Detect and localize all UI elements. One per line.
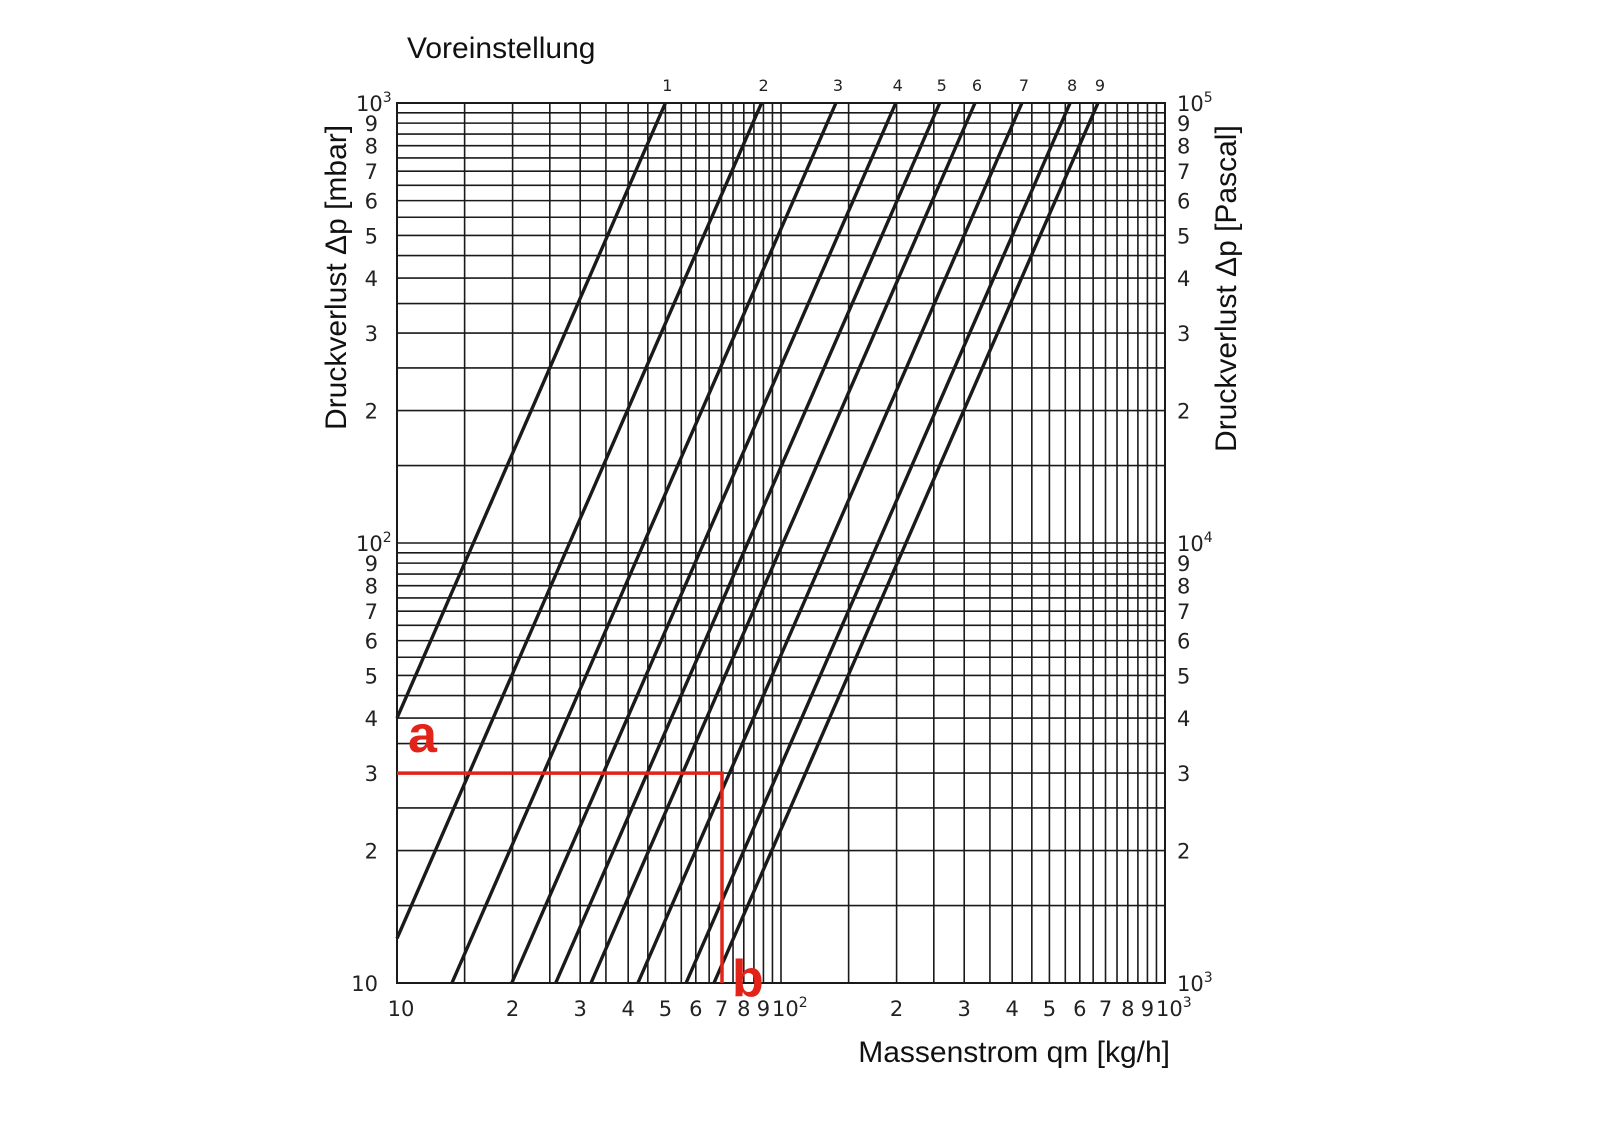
y-tick-label-left: 7 bbox=[365, 600, 378, 624]
curve-label-2: 2 bbox=[758, 76, 768, 95]
curve-label-5: 5 bbox=[937, 76, 947, 95]
y-tick-label-left: 3 bbox=[365, 762, 378, 786]
y-tick-label-right: 105 bbox=[1177, 90, 1213, 116]
x-tick-label: 5 bbox=[1043, 997, 1056, 1021]
x-tick-label: 7 bbox=[715, 997, 728, 1021]
x-tick-label: 4 bbox=[622, 997, 635, 1021]
y-tick-label-left: 9 bbox=[365, 112, 378, 136]
y-tick-label-right: 7 bbox=[1177, 600, 1190, 624]
y-tick-label-right: 6 bbox=[1177, 190, 1190, 214]
curve-voreinstellung-4 bbox=[510, 102, 898, 984]
grid bbox=[396, 103, 1165, 984]
x-tick-label: 3 bbox=[958, 997, 971, 1021]
annotation-label-b: b bbox=[732, 950, 764, 1008]
chart-title: Voreinstellung bbox=[407, 32, 595, 65]
x-tick-label: 2 bbox=[890, 997, 903, 1021]
x-tick-label: 9 bbox=[757, 997, 770, 1021]
y-tick-label-right: 3 bbox=[1177, 322, 1190, 346]
y-tick-label-left: 2 bbox=[365, 400, 378, 424]
y-tick-label-right: 104 bbox=[1177, 530, 1213, 556]
y-tick-label-right: 4 bbox=[1177, 707, 1190, 731]
y-tick-label-right: 4 bbox=[1177, 267, 1190, 291]
x-tick-label: 2 bbox=[506, 997, 519, 1021]
curve-voreinstellung-3 bbox=[450, 102, 838, 984]
y-tick-label-right: 103 bbox=[1177, 970, 1213, 996]
y-tick-label-right: 8 bbox=[1177, 575, 1190, 599]
y-tick-label-right: 5 bbox=[1177, 664, 1190, 688]
y-axis-title-right: Druckverlust Δp [Pascal] bbox=[1210, 125, 1243, 452]
curve-label-8: 8 bbox=[1067, 76, 1077, 95]
y-tick-label-left: 4 bbox=[365, 707, 378, 731]
y-tick-label-left: 8 bbox=[365, 135, 378, 159]
curve-voreinstellung-1 bbox=[395, 102, 667, 719]
curve-label-7: 7 bbox=[1019, 76, 1029, 95]
y-tick-label-left: 3 bbox=[365, 322, 378, 346]
curve-voreinstellung-9 bbox=[712, 102, 1100, 984]
y-tick-label-left: 6 bbox=[365, 630, 378, 654]
x-tick-label: 3 bbox=[574, 997, 587, 1021]
y-tick-label-right: 9 bbox=[1177, 112, 1190, 136]
y-tick-label-right: 5 bbox=[1177, 224, 1190, 248]
y-axis-title-left: Druckverlust Δp [mbar] bbox=[320, 125, 353, 430]
x-tick-label: 6 bbox=[689, 997, 702, 1021]
annotation-a-b-line bbox=[397, 771, 724, 983]
x-tick-label: 8 bbox=[1121, 997, 1134, 1021]
y-tick-label-left: 5 bbox=[365, 224, 378, 248]
curves bbox=[395, 102, 1100, 984]
curve-label-6: 6 bbox=[972, 76, 982, 95]
y-tick-label-left: 7 bbox=[365, 160, 378, 184]
y-tick-label-left: 10 bbox=[351, 972, 378, 996]
curve-label-9: 9 bbox=[1095, 76, 1105, 95]
plot-frame bbox=[396, 102, 1166, 984]
annotations: ab bbox=[397, 706, 764, 1008]
x-tick-label: 6 bbox=[1073, 997, 1086, 1021]
y-tick-label-right: 3 bbox=[1177, 762, 1190, 786]
x-tick-label: 7 bbox=[1099, 997, 1112, 1021]
x-tick-label: 9 bbox=[1141, 997, 1154, 1021]
curve-voreinstellung-2 bbox=[395, 102, 764, 940]
y-tick-label-left: 103 bbox=[356, 90, 392, 116]
x-axis-title: Massenstrom qm [kg/h] bbox=[858, 1036, 1170, 1069]
annotation-label-a: a bbox=[408, 706, 438, 764]
y-tick-label-left: 102 bbox=[356, 530, 392, 556]
x-tick-label: 8 bbox=[737, 997, 750, 1021]
y-tick-label-left: 4 bbox=[365, 267, 378, 291]
y-tick-label-right: 7 bbox=[1177, 160, 1190, 184]
y-tick-label-left: 9 bbox=[365, 552, 378, 576]
curve-voreinstellung-5 bbox=[554, 102, 942, 984]
y-tick-label-right: 2 bbox=[1177, 840, 1190, 864]
curve-label-1: 1 bbox=[662, 76, 672, 95]
y-tick-label-left: 8 bbox=[365, 575, 378, 599]
x-tick-label: 102 bbox=[772, 995, 808, 1021]
y-tick-label-right: 8 bbox=[1177, 135, 1190, 159]
curve-voreinstellung-7 bbox=[636, 102, 1024, 984]
curve-label-4: 4 bbox=[893, 76, 903, 95]
x-tick-label: 5 bbox=[659, 997, 672, 1021]
curve-label-3: 3 bbox=[833, 76, 843, 95]
curve-voreinstellung-8 bbox=[684, 102, 1072, 984]
y-tick-label-right: 2 bbox=[1177, 400, 1190, 424]
x-tick-label: 10 bbox=[388, 997, 415, 1021]
x-tick-label: 4 bbox=[1006, 997, 1019, 1021]
x-tick-label: 103 bbox=[1156, 995, 1192, 1021]
y-tick-label-right: 6 bbox=[1177, 630, 1190, 654]
y-tick-label-left: 6 bbox=[365, 190, 378, 214]
y-tick-label-left: 2 bbox=[365, 840, 378, 864]
y-tick-label-left: 5 bbox=[365, 664, 378, 688]
curve-voreinstellung-6 bbox=[589, 102, 977, 984]
y-tick-label-right: 9 bbox=[1177, 552, 1190, 576]
